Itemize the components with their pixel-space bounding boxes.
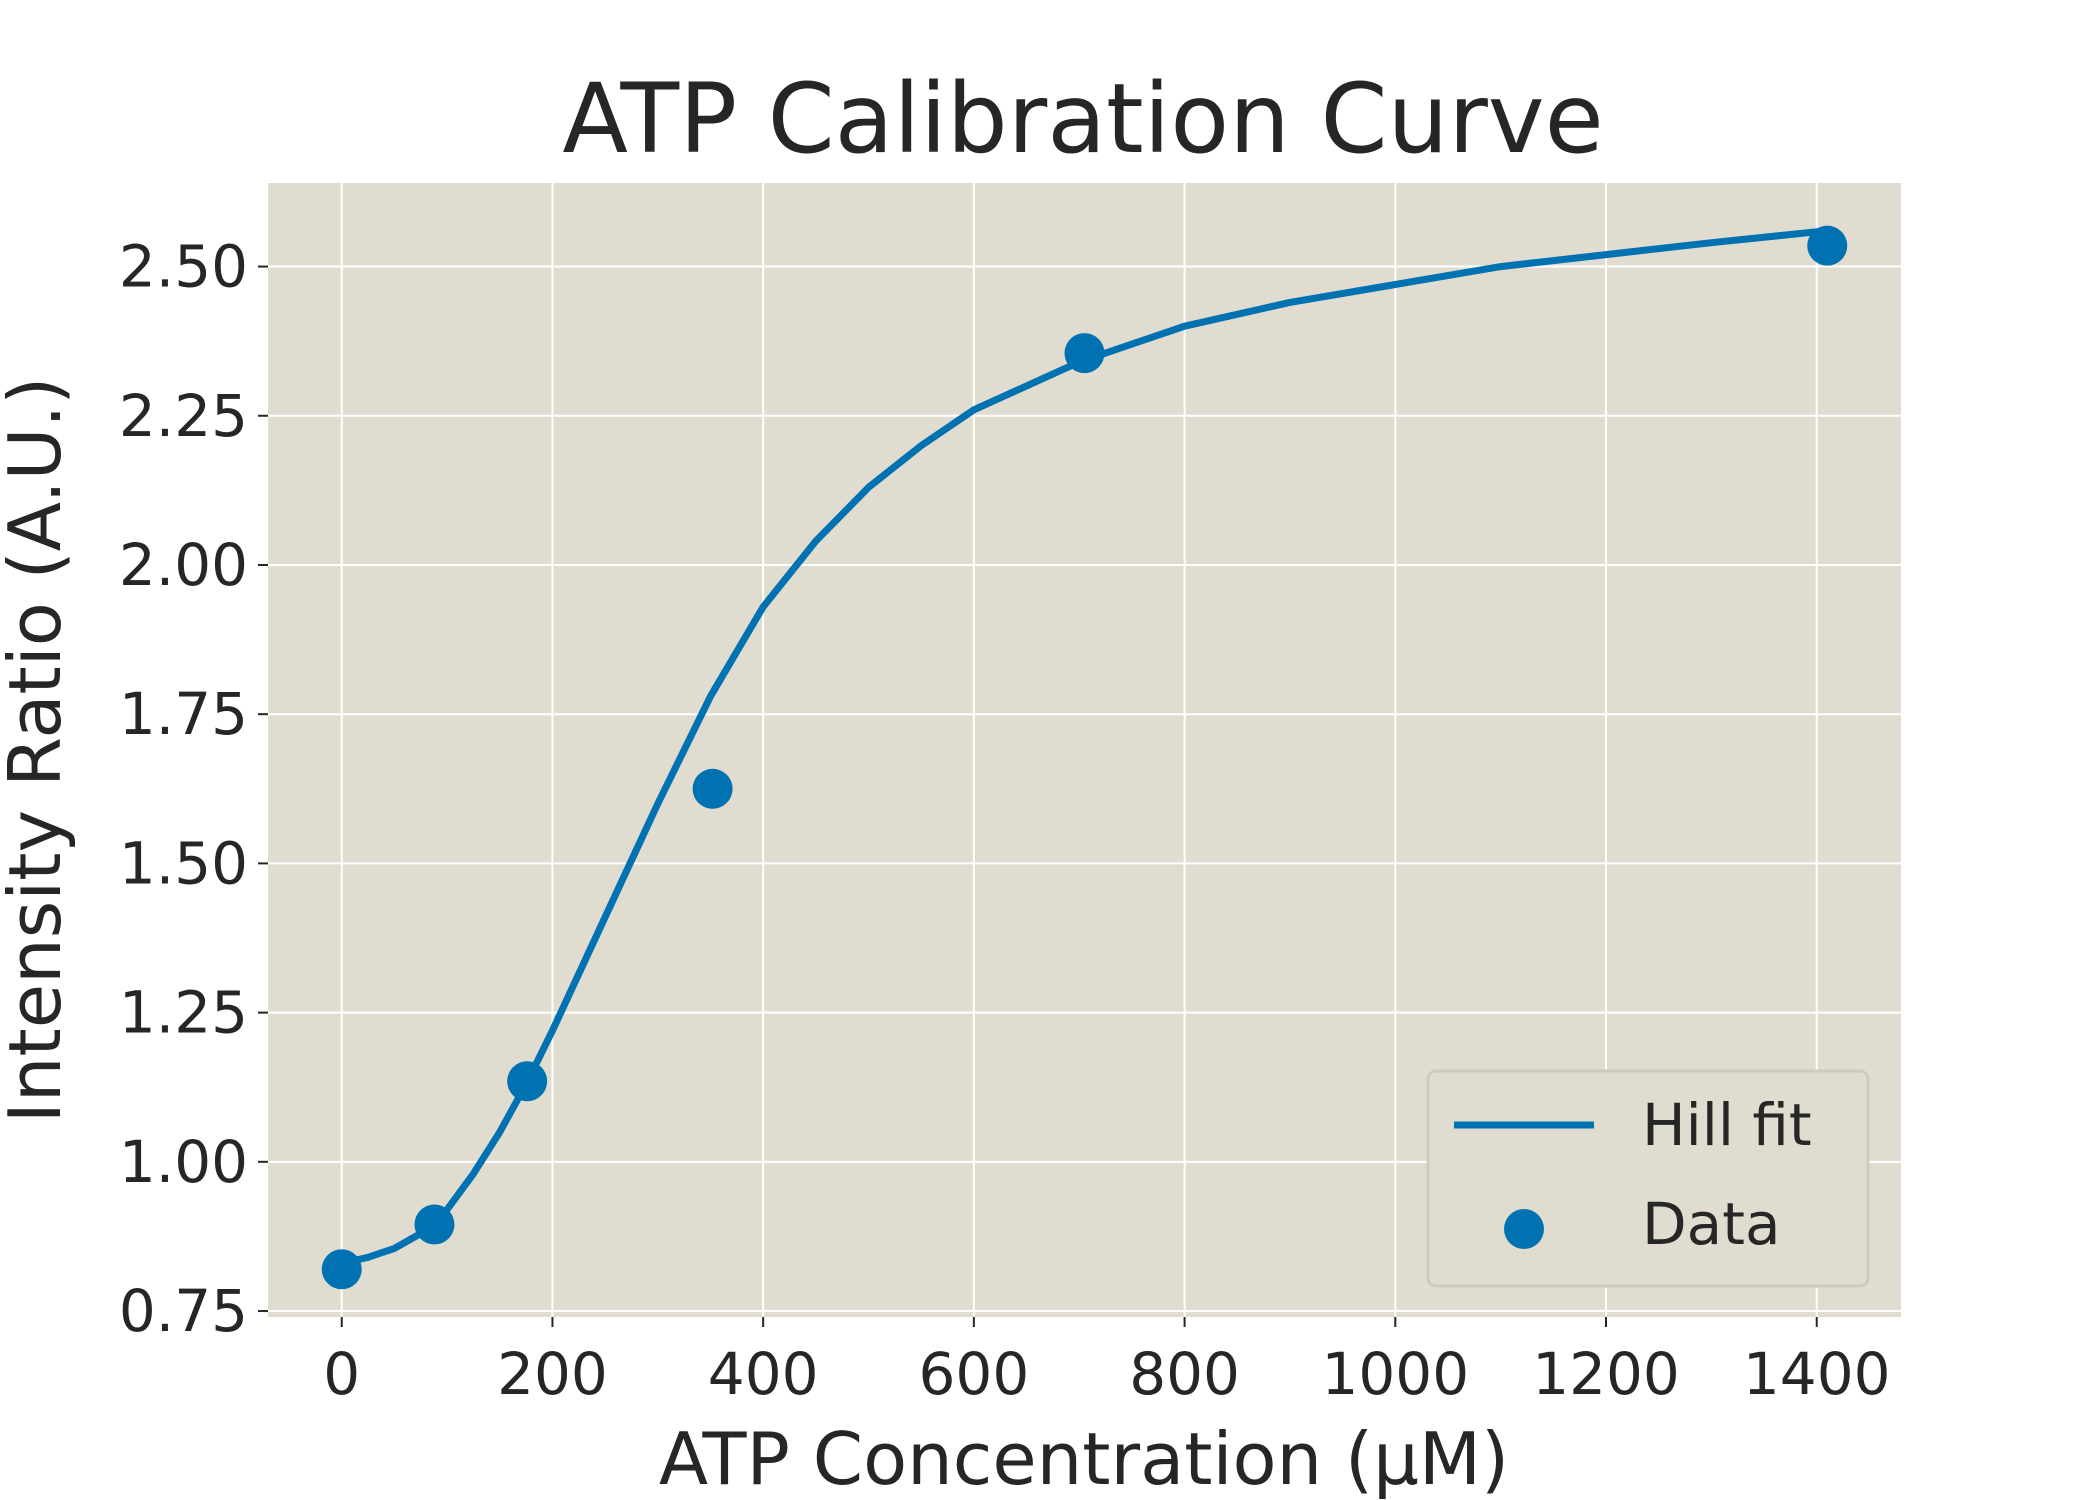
- legend-marker-swatch: [1504, 1209, 1544, 1249]
- x-tick-label: 800: [1129, 1340, 1240, 1408]
- legend: Hill fit Data: [1426, 1069, 1870, 1288]
- hill-fit-line: [338, 227, 1831, 1267]
- data-point: [321, 1249, 362, 1290]
- data-point: [1807, 225, 1848, 266]
- x-tick-label: 0: [323, 1340, 360, 1408]
- x-tick-label: 600: [919, 1340, 1030, 1408]
- y-tick-label: 1.25: [119, 979, 248, 1047]
- x-tick-label: 1400: [1743, 1340, 1891, 1408]
- x-tick-label: 1200: [1532, 1340, 1680, 1408]
- x-axis-label: ATP Concentration (μM): [659, 1417, 1509, 1500]
- y-tick-label: 2.25: [119, 382, 248, 450]
- plot-series: [321, 225, 1848, 1290]
- chart-title: ATP Calibration Curve: [562, 63, 1603, 175]
- y-axis-ticks: 0.75 1.00 1.25 1.50 1.75 2.00 2.25 2.50: [119, 233, 268, 1345]
- y-tick-label: 0.75: [119, 1277, 248, 1345]
- y-tick-label: 1.50: [119, 829, 248, 897]
- y-axis-label: Intensity Ratio (A.U.): [0, 377, 77, 1124]
- data-point: [414, 1204, 455, 1245]
- x-tick-label: 400: [708, 1340, 819, 1408]
- legend-label-data: Data: [1642, 1190, 1781, 1258]
- y-tick-label: 1.00: [119, 1128, 248, 1196]
- x-tick-label: 1000: [1321, 1340, 1469, 1408]
- y-tick-label: 2.50: [119, 233, 248, 301]
- data-point: [1064, 333, 1105, 374]
- data-point: [692, 768, 733, 809]
- x-tick-label: 200: [497, 1340, 608, 1408]
- legend-label-hill-fit: Hill fit: [1642, 1091, 1812, 1159]
- data-point: [507, 1061, 548, 1102]
- y-tick-label: 1.75: [119, 680, 248, 748]
- y-tick-label: 2.00: [119, 531, 248, 599]
- x-axis-ticks: 0 200 400 600 800 1000 1200 1400: [323, 1317, 1891, 1408]
